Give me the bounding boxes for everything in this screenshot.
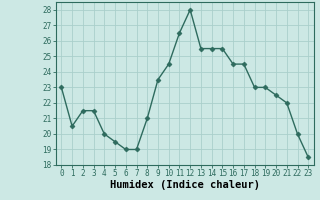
X-axis label: Humidex (Indice chaleur): Humidex (Indice chaleur) xyxy=(110,180,260,190)
